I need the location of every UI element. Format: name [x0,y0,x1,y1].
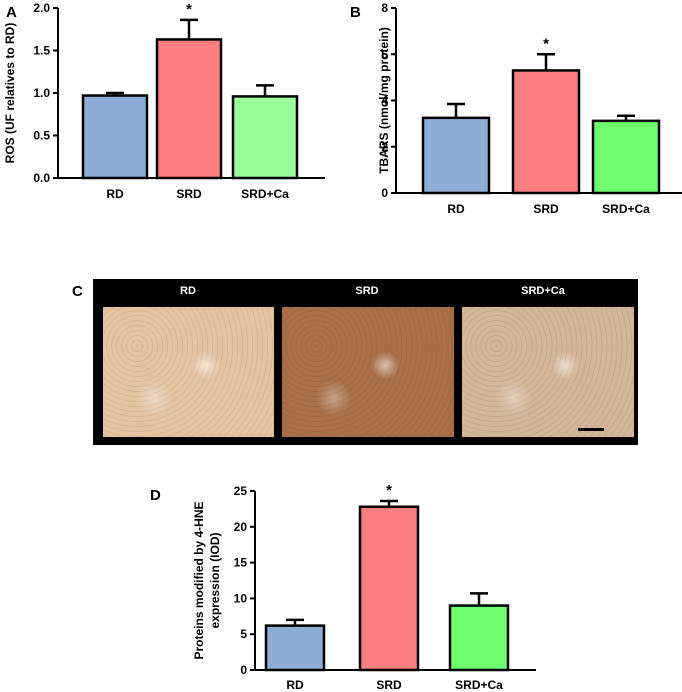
x-tick-label-b-0: RD [447,202,465,216]
micrograph-label-srdca: SRD+Ca [521,285,565,297]
x-tick-label-d-2: SRD+Ca [455,678,503,692]
y-tick-label-b: 8 [381,1,388,15]
micrograph-rd [103,307,274,437]
y-tick-label-a: 1.0 [33,86,50,100]
y-tick-label-a: 0.5 [33,129,50,143]
panel-letter-b: B [350,4,361,21]
x-tick-label-a-1: SRD [176,187,202,201]
bar-a-2 [231,95,299,180]
micrograph-srdca [462,307,634,437]
y-tick-label-a: 0.0 [33,171,50,185]
significance-marker-b-1: * [543,35,549,52]
y-tick-label-b: 0 [381,186,388,200]
panel-letter-d: D [150,487,161,504]
y-axis-label-a: ROS (UF relatives to RD) [3,23,17,164]
significance-marker-d-1: * [386,482,392,499]
y-tick-label-d: 0 [240,663,247,677]
x-tick-label-a-0: RD [106,187,124,201]
y-tick-label-b: 6 [381,47,388,61]
bar-a-0 [81,94,149,180]
y-tick-label-b: 2 [381,140,388,154]
y-tick-label-d: 10 [234,591,248,605]
micrograph-label-srd: SRD [355,285,379,297]
micrograph-label-rd: RD [180,285,196,297]
x-tick-label-b-1: SRD [533,202,559,216]
bar-d-1 [358,505,420,672]
y-tick-label-d: 5 [240,627,247,641]
y-tick-label-d: 25 [234,484,248,498]
y-tick-label-a: 1.5 [33,44,50,58]
x-tick-label-d-1: SRD [376,678,402,692]
y-axis-label-b: TBARS (nmol/mg protein) [377,27,391,174]
y-tick-label-a: 2.0 [33,1,50,15]
y-axis-label-d: Proteins modified by 4-HNE [192,501,206,659]
panel-letter-a: A [6,4,17,21]
y-axis-label-d: expression (IOD) [208,532,222,628]
bar-b-0 [421,116,491,195]
x-tick-label-a-2: SRD+Ca [241,187,289,201]
x-tick-label-d-0: RD [286,678,304,692]
y-tick-label-d: 20 [234,520,248,534]
micrograph-panel: RD SRD SRD+Ca [93,279,638,445]
bar-b-2 [591,119,661,195]
y-tick-label-d: 15 [234,556,248,570]
bar-d-0 [264,624,326,672]
panel-letter-c: C [72,283,83,300]
micrograph-srd [282,307,454,437]
scale-bar [578,428,604,431]
significance-marker-a-1: * [186,1,192,18]
x-tick-label-b-2: SRD+Ca [602,202,650,216]
bar-d-2 [448,604,510,672]
y-tick-label-b: 4 [381,94,388,108]
